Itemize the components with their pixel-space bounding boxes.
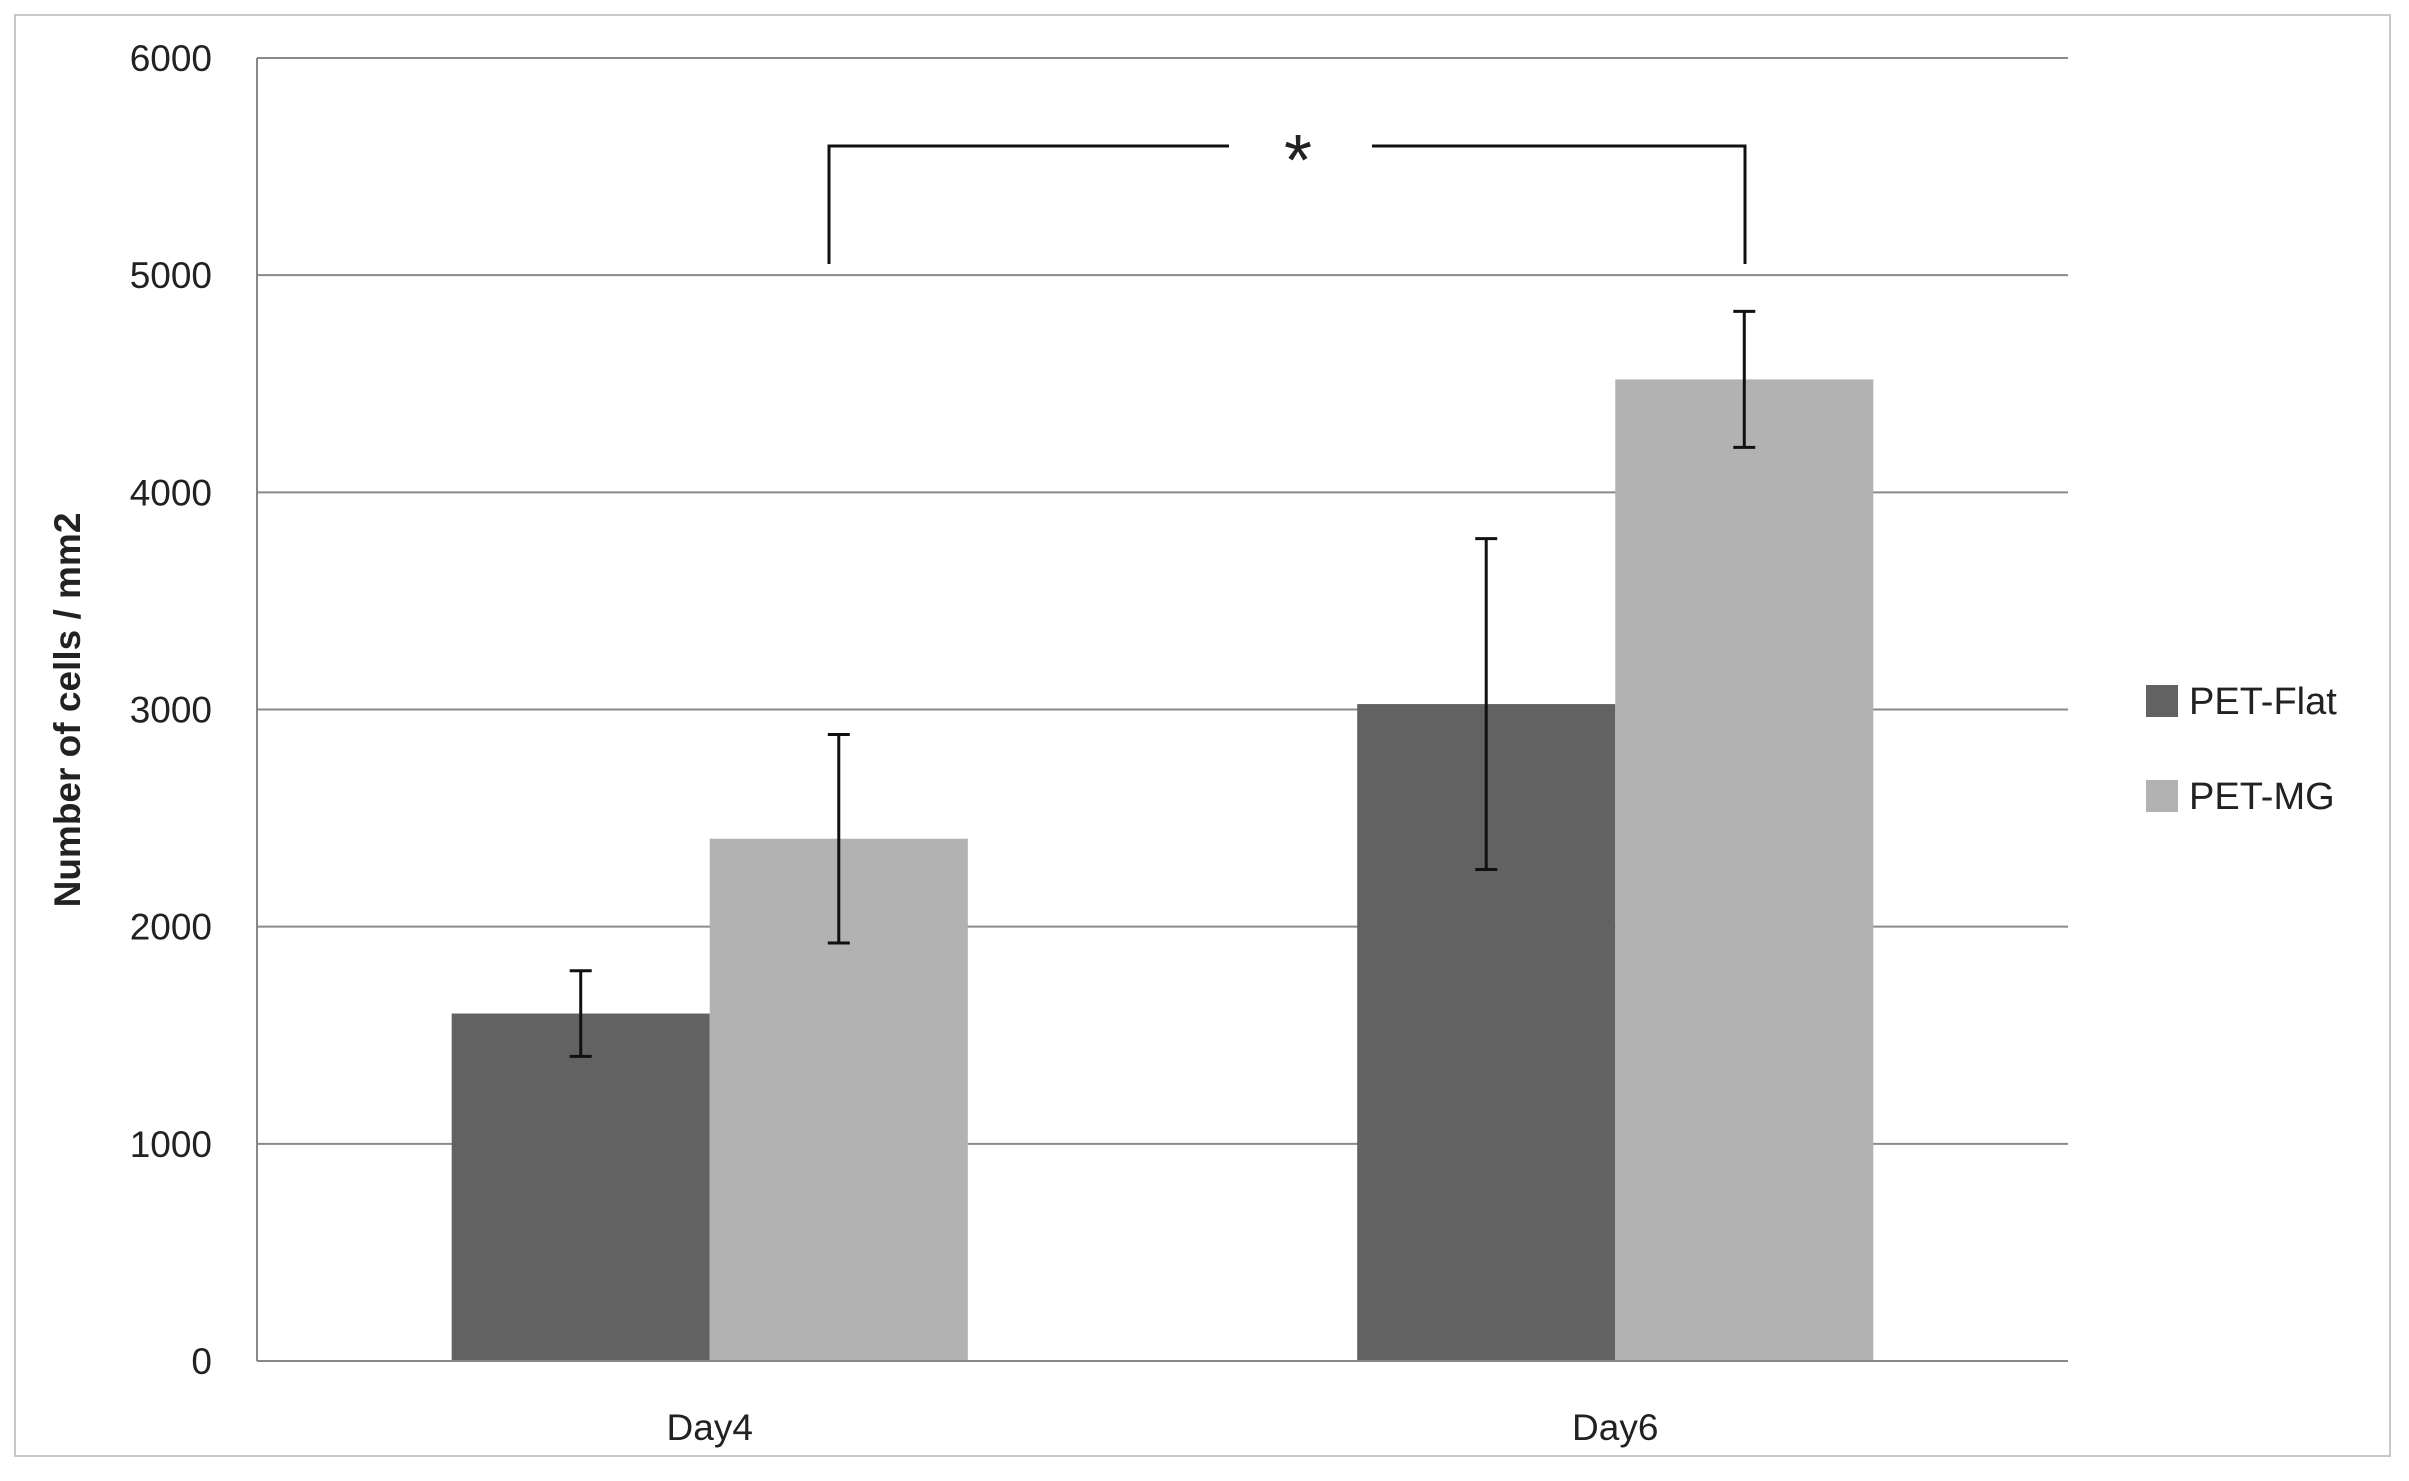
- legend: PET-Flat PET-MG: [2146, 681, 2337, 818]
- x-tick-label: Day4: [667, 1407, 753, 1448]
- bar-pet-flat-day4: [451, 1013, 710, 1361]
- y-tick-label: 5000: [130, 255, 212, 296]
- y-tick-label: 3000: [130, 690, 212, 731]
- x-tick-label: Day6: [1572, 1407, 1658, 1448]
- error-bar: [1733, 309, 1756, 449]
- y-tick-label: 6000: [130, 38, 212, 79]
- significance-star: *: [1284, 121, 1312, 201]
- legend-label: PET-Flat: [2189, 681, 2337, 723]
- y-tick-label: 0: [191, 1341, 212, 1382]
- y-tick-label: 4000: [130, 472, 212, 513]
- error-bar: [1475, 537, 1498, 872]
- error-bar: [827, 732, 850, 945]
- legend-swatch: [2146, 685, 2178, 717]
- y-tick-label: 1000: [130, 1124, 212, 1165]
- significance-bracket: *: [827, 121, 1747, 264]
- y-tick-label: 2000: [130, 907, 212, 948]
- legend-label: PET-MG: [2189, 776, 2335, 818]
- legend-swatch: [2146, 780, 2178, 812]
- error-bar: [569, 969, 592, 1058]
- chart-border: [14, 14, 2391, 1457]
- bar-pet-mg-day6: [1615, 379, 1874, 1361]
- y-axis-label: Number of cells / mm2: [47, 513, 88, 908]
